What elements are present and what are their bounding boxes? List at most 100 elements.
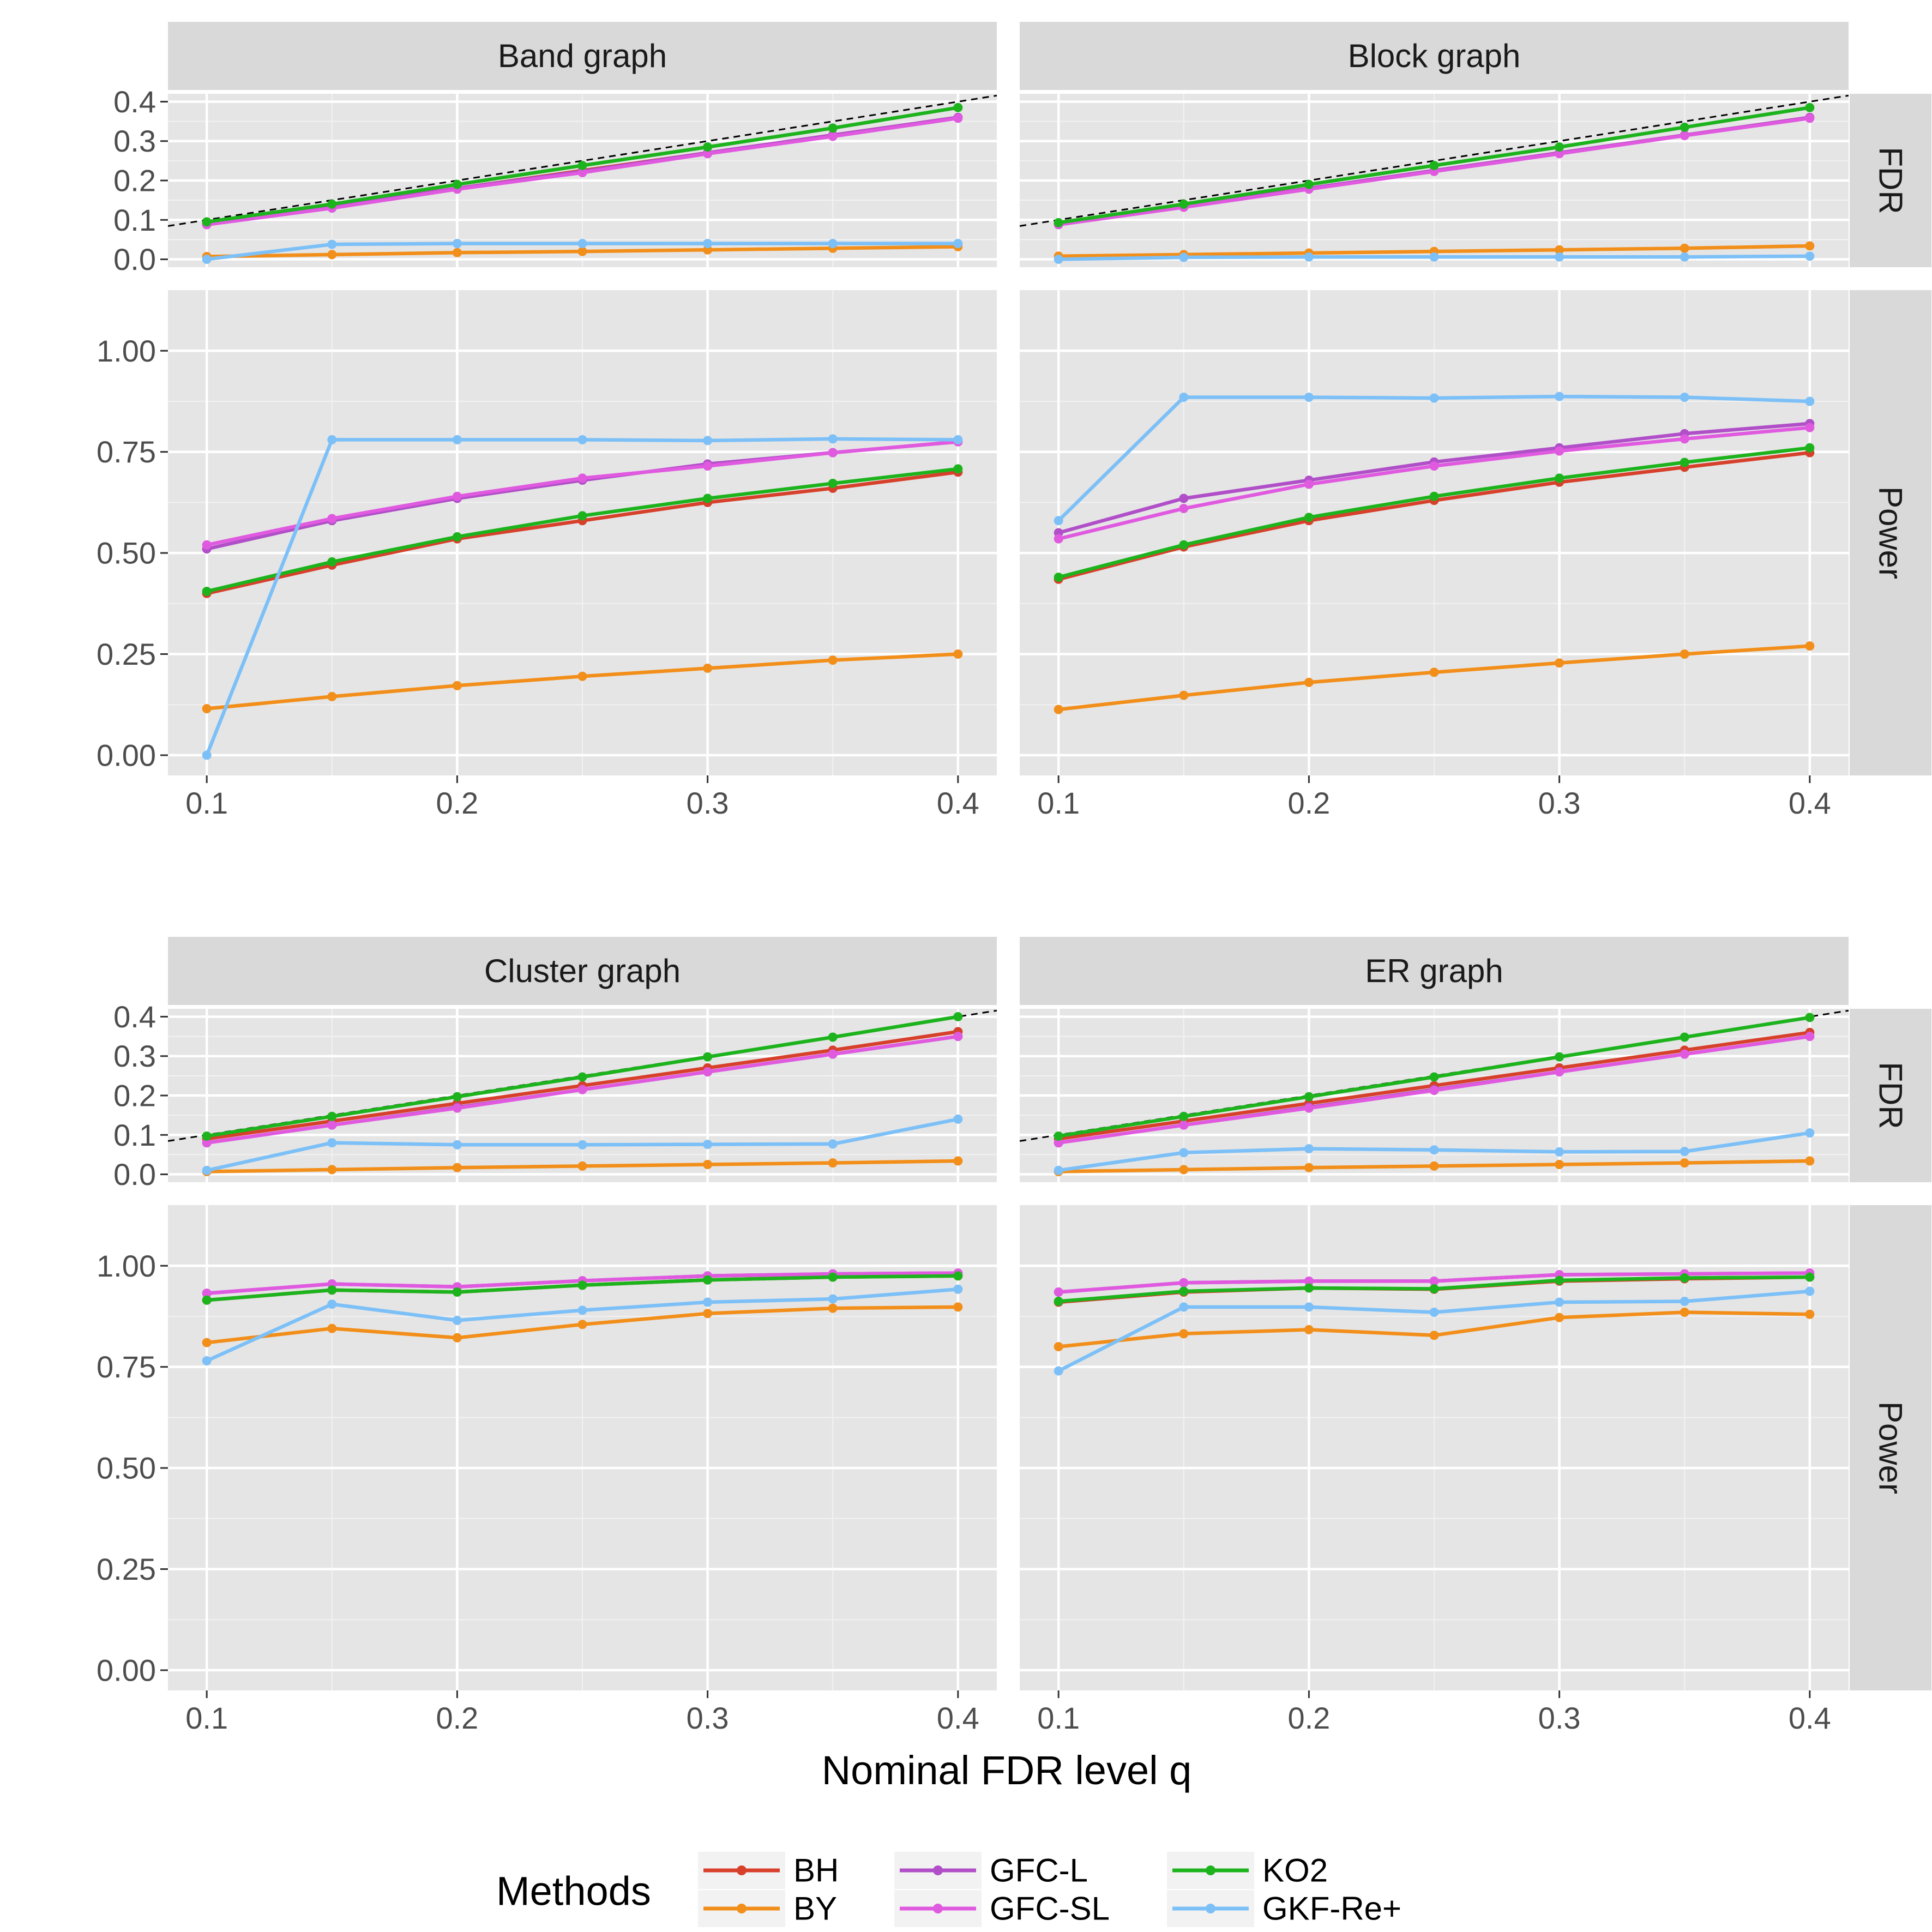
data-point-gfc-sl: [577, 168, 587, 178]
data-point-gkf-re: [327, 1299, 337, 1309]
data-point-ko2: [1555, 1052, 1564, 1062]
data-point-ko2: [1805, 1272, 1815, 1282]
data-point-ko2: [1304, 179, 1314, 189]
data-point-ko2: [327, 1111, 337, 1121]
data-point-by: [1429, 1161, 1439, 1171]
data-point-gfc-sl: [1179, 504, 1189, 513]
data-point-gfc-sl: [1304, 1276, 1314, 1286]
data-point-gkf-re: [953, 1284, 963, 1294]
data-point-ko2: [828, 1032, 838, 1042]
data-point-ko2: [202, 1295, 212, 1305]
data-point-gkf-re: [1555, 1297, 1564, 1307]
data-point-gfc-sl: [577, 1085, 587, 1094]
y-tick-label: 0.00: [97, 738, 156, 772]
data-point-ko2: [1429, 1072, 1439, 1082]
data-point-by: [703, 1159, 713, 1169]
panel-series: [1054, 1268, 1815, 1376]
data-point-by: [1805, 1309, 1815, 1319]
data-point-gkf-re: [1805, 1286, 1815, 1296]
data-point-ko2: [1805, 1013, 1815, 1022]
data-point-by: [828, 1303, 838, 1313]
row-strip: [1850, 1009, 1931, 1182]
data-point-gfc-sl: [1555, 1067, 1564, 1077]
data-point-gfc-sl: [1054, 1287, 1063, 1297]
data-point-by: [1805, 1156, 1815, 1166]
data-point-gfc-sl: [1429, 1086, 1439, 1096]
data-point-gfc-sl: [1179, 1120, 1189, 1130]
data-point-gkf-re: [1555, 392, 1564, 401]
data-point-ko2: [1179, 199, 1189, 209]
data-point-ko2: [577, 1280, 587, 1290]
data-point-gkf-re: [327, 1138, 337, 1148]
data-point-gkf-re: [1555, 1147, 1564, 1157]
legend-key-point: [933, 1904, 943, 1913]
data-point-gfc-sl: [1805, 1032, 1815, 1042]
data-point-gkf-re: [1805, 396, 1815, 406]
data-point-gkf-re: [577, 1305, 587, 1315]
data-point-by: [953, 1302, 963, 1312]
reference-line-y-equals-q: [1020, 94, 1849, 227]
data-point-ko2: [703, 1275, 713, 1285]
data-point-ko2: [1429, 1284, 1439, 1294]
data-point-gkf-re: [1054, 1165, 1063, 1175]
data-point-by: [1429, 1331, 1439, 1340]
legend-item-gfc-l: GFC-L: [894, 1852, 1088, 1889]
data-point-by: [703, 1309, 713, 1319]
data-point-gfc-sl: [1805, 113, 1815, 123]
data-point-ko2: [577, 161, 587, 171]
data-point-ko2: [1429, 491, 1439, 501]
facet-title: Block graph: [1348, 38, 1521, 74]
data-point-ko2: [202, 217, 212, 227]
data-point-ko2: [327, 557, 337, 567]
facet-title: Band graph: [498, 38, 667, 74]
data-point-gkf-re: [1304, 393, 1314, 402]
data-point-gkf-re: [577, 239, 587, 249]
data-point-gkf-re: [202, 1165, 212, 1175]
data-point-ko2: [1805, 103, 1815, 112]
data-point-gfc-sl: [1555, 149, 1564, 159]
facet-strip: [168, 937, 997, 1005]
data-point-gfc-sl: [1304, 479, 1314, 489]
data-point-ko2: [828, 123, 838, 133]
data-point-ko2: [953, 1271, 963, 1281]
data-point-ko2: [703, 493, 713, 503]
data-point-gkf-re: [1429, 1145, 1439, 1155]
data-point-by: [953, 1156, 963, 1166]
data-point-ko2: [1680, 122, 1689, 132]
x-tick-label: 0.2: [436, 1701, 478, 1735]
data-point-ko2: [953, 103, 963, 112]
data-point-by: [1805, 641, 1815, 651]
x-tick-label: 0.3: [1538, 1701, 1581, 1735]
data-point-by: [1555, 658, 1564, 668]
data-point-ko2: [1179, 1286, 1189, 1296]
data-point-gkf-re: [1680, 252, 1689, 262]
data-point-by: [452, 248, 462, 257]
data-point-gkf-re: [1429, 1308, 1439, 1317]
x-tick-label: 0.3: [687, 1701, 729, 1735]
data-point-gkf-re: [1680, 1147, 1689, 1157]
data-point-by: [1555, 1313, 1564, 1322]
y-tick-label: 0.3: [113, 1039, 156, 1073]
x-tick-label: 0.1: [185, 786, 228, 820]
data-point-by: [327, 1323, 337, 1333]
data-point-gkf-re: [327, 239, 337, 249]
legend-label: GFC-SL: [990, 1891, 1110, 1927]
y-tick-label: 1.00: [97, 1249, 156, 1283]
facet-title: Cluster graph: [484, 953, 681, 989]
data-point-ko2: [327, 199, 337, 209]
data-point-gkf-re: [953, 1114, 963, 1124]
data-point-by: [1304, 1163, 1314, 1172]
data-point-gkf-re: [1054, 255, 1063, 264]
data-point-by: [577, 671, 587, 681]
data-point-by: [1680, 1308, 1689, 1317]
y-tick-label: 1.00: [97, 334, 156, 368]
data-point-by: [1555, 1159, 1564, 1169]
data-point-ko2: [1680, 1032, 1689, 1042]
data-point-gfc-sl: [1179, 1278, 1189, 1287]
panels-layer: Band graph 0.0 0.1 0.2 0.3 0.4 0.00 0.25 0.50 0.7…: [97, 22, 1931, 1735]
data-point-gfc-sl: [1304, 1103, 1314, 1113]
data-point-by: [828, 655, 838, 665]
reference-line-y-equals-q: [168, 94, 997, 227]
legend-item-by: BY: [698, 1890, 837, 1927]
y-tick-label: 0.25: [97, 1552, 156, 1586]
